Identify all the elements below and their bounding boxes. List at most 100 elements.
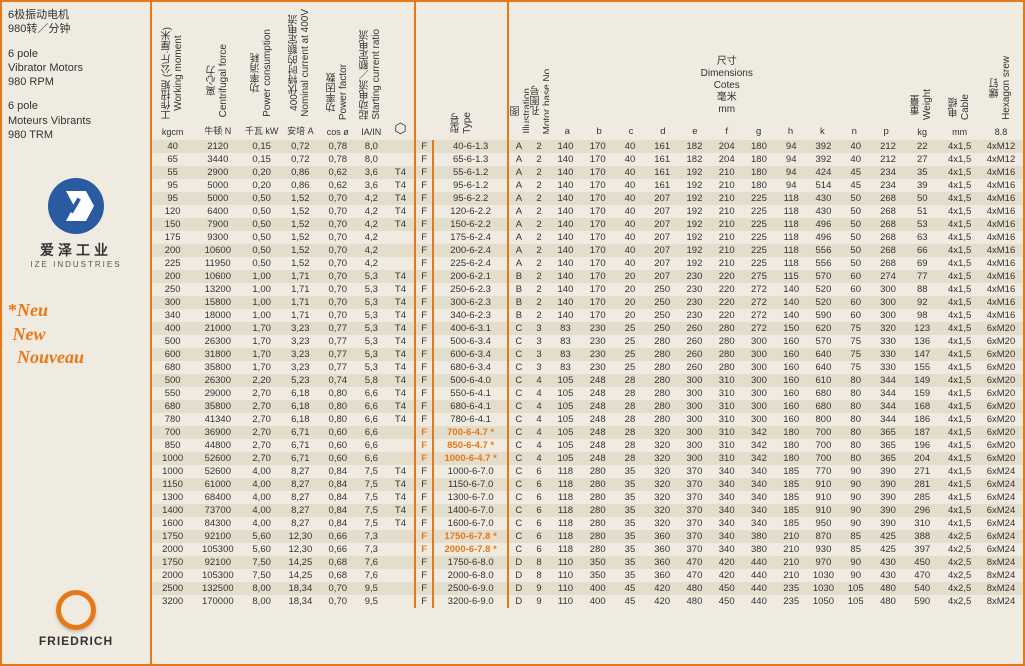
cell: 210 [711, 218, 743, 231]
cell: 300 [678, 387, 710, 400]
cell: 207 [646, 192, 678, 205]
cell: 235 [775, 595, 807, 608]
cell: 155 [904, 361, 940, 374]
cell: T4 [387, 478, 415, 491]
cell: 83 [549, 335, 581, 348]
cell: 140 [549, 218, 581, 231]
cell: 2000 [152, 543, 193, 556]
cell: 26300 [193, 335, 242, 348]
cell: 0,70 [320, 231, 356, 244]
ize-cn: 爱泽工业 [8, 240, 144, 260]
cell: 3,23 [281, 361, 320, 374]
cell: 340 [711, 465, 743, 478]
cell: 0,77 [320, 348, 356, 361]
cell: 55 [152, 166, 193, 179]
cell: 230 [582, 361, 614, 374]
table-row: 32001700008,0018,340,709,5F3200-6-9.0D91… [152, 595, 1023, 608]
table-row: 1400737004,008,270,847,5T4F1400-6-7.0C61… [152, 504, 1023, 517]
cell: 10600 [193, 244, 242, 257]
cell: 6,71 [281, 426, 320, 439]
cell: 440 [743, 582, 775, 595]
cell: 271 [904, 465, 940, 478]
cell: 7,3 [356, 530, 387, 543]
cell: 340 [743, 465, 775, 478]
cell: 0,15 [242, 153, 281, 166]
cell: 50 [840, 205, 872, 218]
cell: 230 [678, 309, 710, 322]
cell [387, 556, 415, 569]
cell: 120-6-2.2 [433, 205, 508, 218]
cell: F [415, 478, 433, 491]
cell: 28 [614, 439, 646, 452]
cell: 310 [711, 426, 743, 439]
cell: 192 [678, 166, 710, 179]
new-block: *Neu New Nouveau [8, 299, 144, 369]
cell: 590 [807, 309, 839, 322]
table-row: 9550000,200,860,623,6T4F95-6-1.2A2140170… [152, 179, 1023, 192]
cell: 225 [152, 257, 193, 270]
cell: 340 [743, 491, 775, 504]
cell: 110 [549, 556, 581, 569]
cell: 105 [840, 582, 872, 595]
cell: T4 [387, 465, 415, 478]
cell: 3,23 [281, 322, 320, 335]
cell: 4x1,5 [940, 192, 979, 205]
table-area: 工作扭矩 (公斤·厘米) Working momentkgcm 离心力 Cent… [152, 2, 1023, 664]
cell: 4,2 [356, 218, 387, 231]
cell: F [415, 348, 433, 361]
cell: 14,25 [281, 569, 320, 582]
cell: 680 [807, 400, 839, 413]
cell: 342 [743, 426, 775, 439]
cell: 520 [807, 296, 839, 309]
cell: 4x1,5 [940, 218, 979, 231]
cell: 6,71 [281, 452, 320, 465]
cell: 35 [614, 556, 646, 569]
cell: 185 [775, 478, 807, 491]
cell: 105300 [193, 543, 242, 556]
cell: 0,70 [320, 283, 356, 296]
cell: 212 [872, 140, 904, 153]
cell: 4 [529, 413, 550, 426]
cell: T4 [387, 296, 415, 309]
cell: 0,80 [320, 400, 356, 413]
cell: 94 [775, 153, 807, 166]
cell: 40 [614, 192, 646, 205]
cell: 310 [711, 413, 743, 426]
cell: 248 [582, 387, 614, 400]
cell: 2500-6-9.0 [433, 582, 508, 595]
cell: 75 [840, 348, 872, 361]
cell: 50 [840, 218, 872, 231]
cell: 9,5 [356, 582, 387, 595]
cell: 6xM20 [979, 374, 1023, 387]
cell: 180 [743, 153, 775, 166]
cell: F [415, 387, 433, 400]
cell: 140 [549, 244, 581, 257]
cell: 500 [152, 374, 193, 387]
cell: 1,71 [281, 309, 320, 322]
cell: 6xM20 [979, 413, 1023, 426]
cell: 280 [646, 348, 678, 361]
cell: 75 [840, 361, 872, 374]
table-row: 20001053007,5014,250,687,6F2000-6-8.0D81… [152, 569, 1023, 582]
cell: 83 [549, 322, 581, 335]
cell: 0,60 [320, 452, 356, 465]
table-row: 200106000,501,520,704,2F200-6-2.4A214017… [152, 244, 1023, 257]
cell: A [508, 140, 529, 153]
cell: 4 [529, 439, 550, 452]
cell: 161 [646, 140, 678, 153]
cell: 28 [614, 426, 646, 439]
cell: 60 [840, 309, 872, 322]
cell: 780-6-4.1 [433, 413, 508, 426]
cell: 320 [646, 426, 678, 439]
cell: 180 [743, 179, 775, 192]
cell: 340 [743, 504, 775, 517]
cell: F [415, 530, 433, 543]
col-current: 400伏特时的额定电流 Nominal current at 400V安培 A [281, 2, 320, 140]
cell: 4x1,5 [940, 231, 979, 244]
cell: D [508, 556, 529, 569]
cell: 0,70 [320, 244, 356, 257]
cell: 4x1,5 [940, 296, 979, 309]
cell: 340 [711, 517, 743, 530]
cell: 4x1,5 [940, 348, 979, 361]
cell: 4xM16 [979, 257, 1023, 270]
